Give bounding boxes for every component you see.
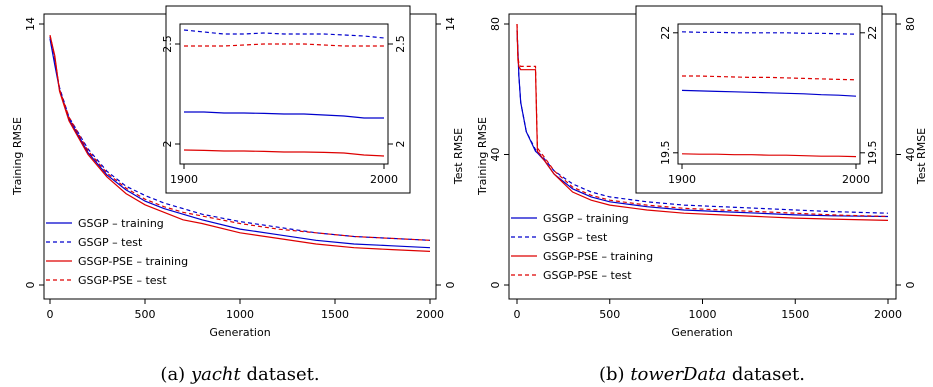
y-axis-ticks-right: 0 14 — [436, 17, 457, 289]
inset-x-tick-label: 1900 — [668, 173, 696, 186]
inset-series-line-4 — [184, 43, 384, 47]
x-tick-label: 1000 — [689, 308, 717, 321]
x-axis-ticks: 0 500 1000 1500 2000 — [47, 299, 444, 321]
caption: (a) yacht dataset. — [160, 364, 319, 385]
x-tick-label: 500 — [135, 308, 156, 321]
y-tick-label: 14 — [24, 17, 37, 31]
y-tick-label-right: 80 — [904, 17, 917, 31]
x-tick-label: 2000 — [416, 308, 444, 321]
series-line-2 — [49, 36, 431, 241]
legend-label: GSGP-PSE – test — [543, 269, 632, 282]
legend-label: GSGP-PSE – training — [78, 255, 188, 268]
y-axis-ticks-left: 0 40 80 — [489, 17, 509, 289]
y-tick-label-right: 40 — [904, 148, 917, 162]
series-line-3 — [49, 35, 431, 252]
series-group — [516, 23, 889, 221]
x-tick-label: 1000 — [226, 308, 254, 321]
inset-x-ticks: 1900 2000 — [170, 164, 398, 186]
legend-label: GSGP – test — [78, 236, 143, 249]
caption-label: (a) — [160, 364, 185, 385]
y-tick-label: 40 — [489, 148, 502, 162]
inset-frame — [677, 23, 861, 165]
y-tick-label: 0 — [24, 282, 37, 289]
caption-suffix: dataset. — [732, 364, 805, 385]
inset-y-tick-label-right: 19.5 — [866, 141, 879, 166]
inset-y-tick-label-right: 2 — [394, 141, 407, 148]
x-tick-label: 1500 — [321, 308, 349, 321]
inset-series-line-3 — [183, 149, 385, 157]
legend: GSGP – training GSGP – test GSGP-PSE – tra… — [511, 212, 653, 282]
series-line-4 — [49, 35, 431, 241]
legend-label: GSGP – training — [78, 217, 164, 230]
y-tick-label-right: 14 — [444, 17, 457, 31]
y-axis-label-left: Training RMSE — [476, 117, 489, 196]
inset-y-tick-label: 19.5 — [659, 141, 672, 166]
y-tick-label-right: 0 — [444, 282, 457, 289]
inset-y-tick-label-right: 2.5 — [394, 35, 407, 53]
inset-series-line-1 — [681, 89, 857, 97]
inset-frame — [179, 23, 389, 165]
caption: (b) towerData dataset. — [599, 364, 805, 385]
inset-y-tick-label-right: 22 — [866, 26, 879, 40]
legend-label: GSGP-PSE – test — [78, 274, 167, 287]
inset-series-group — [681, 31, 857, 158]
inset-series-line-3 — [681, 153, 857, 158]
y-axis-label-right: Test RMSE — [452, 128, 465, 185]
inset-y-tick-label: 22 — [659, 26, 672, 40]
inset-x-tick-label: 1900 — [170, 173, 198, 186]
inset-x-tick-label: 2000 — [370, 173, 398, 186]
x-tick-label: 1500 — [781, 308, 809, 321]
legend-label: GSGP – training — [543, 212, 629, 225]
series-line-2 — [516, 30, 889, 214]
inset-series-line-1 — [184, 111, 384, 119]
caption-dataset-name: yacht — [190, 364, 242, 385]
y-tick-label: 80 — [489, 17, 502, 31]
inset-y-ticks-right: 19.5 22 — [860, 26, 879, 165]
legend-label: GSGP – test — [543, 231, 608, 244]
inset-x-tick-label: 2000 — [842, 173, 870, 186]
x-tick-label: 0 — [514, 308, 521, 321]
y-tick-label-right: 0 — [904, 282, 917, 289]
inset-y-tick-label: 2 — [161, 141, 174, 148]
inset-series-group — [183, 29, 385, 157]
caption-suffix: dataset. — [246, 364, 319, 385]
x-axis-label: Generation — [209, 326, 270, 339]
inset-background — [635, 5, 883, 194]
y-axis-ticks-left: 0 14 — [24, 17, 44, 289]
x-axis-ticks: 0 500 1000 1500 2000 — [514, 299, 902, 321]
inset-series-line-4 — [682, 75, 857, 81]
legend: GSGP – training GSGP – test GSGP-PSE – tra… — [46, 217, 188, 287]
caption-dataset-name: towerData — [630, 364, 726, 385]
x-tick-label: 0 — [47, 308, 54, 321]
chart-panel-yacht: 0 500 1000 1500 2000 0 14 0 14 Generation Trai… — [11, 5, 465, 385]
inset-y-ticks-left: 19.5 22 — [659, 26, 678, 165]
series-line-3 — [516, 23, 889, 221]
inset-series-line-2 — [681, 31, 857, 35]
legend-label: GSGP-PSE – training — [543, 250, 653, 263]
y-axis-ticks-right: 0 40 80 — [896, 17, 917, 289]
inset-y-tick-label: 2.5 — [161, 35, 174, 53]
y-axis-label-left: Training RMSE — [11, 117, 24, 196]
x-axis-label: Generation — [671, 326, 732, 339]
series-line-4 — [516, 23, 889, 218]
inset-background — [165, 5, 411, 194]
x-tick-label: 2000 — [874, 308, 902, 321]
series-group — [49, 35, 431, 252]
y-tick-label: 0 — [489, 282, 502, 289]
inset-y-ticks-left: 22.5 — [161, 35, 180, 148]
inset-y-ticks-right: 22.5 — [388, 35, 407, 148]
inset-series-line-2 — [183, 29, 385, 39]
x-tick-label: 500 — [599, 308, 620, 321]
inset-x-ticks: 1900 2000 — [668, 164, 870, 186]
caption-label: (b) — [599, 364, 625, 385]
y-axis-label-right: Test RMSE — [915, 128, 928, 185]
